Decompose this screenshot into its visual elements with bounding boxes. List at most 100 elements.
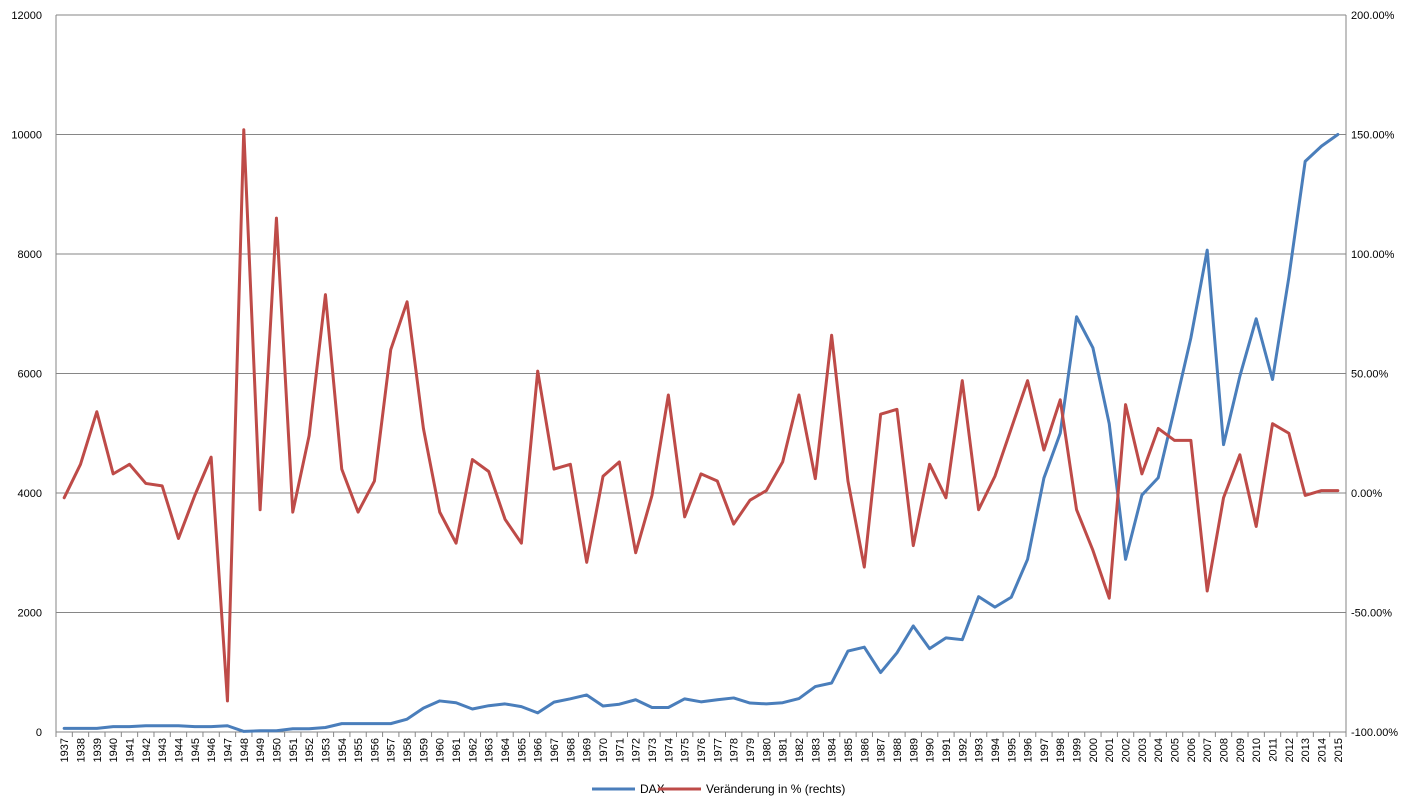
data-point-dax [846, 650, 849, 653]
data-point-dax [275, 729, 278, 732]
data-point-dax [504, 702, 507, 705]
x-tick-label: 2008 [1219, 738, 1231, 762]
x-tick-label: 2014 [1317, 738, 1329, 762]
data-point-dax [291, 727, 294, 730]
x-tick-label: 1984 [827, 738, 839, 762]
x-tick-label: 1975 [680, 738, 692, 762]
x-tick-label: 1994 [990, 738, 1002, 762]
data-point-change [422, 427, 425, 430]
data-point-change [275, 217, 278, 220]
y-tick-label: 8000 [18, 249, 42, 261]
x-tick-label: 1961 [451, 738, 463, 762]
data-point-change [1271, 422, 1274, 425]
data-point-dax [161, 724, 164, 727]
x-tick-label: 1972 [631, 738, 643, 762]
data-point-change [210, 456, 213, 459]
data-point-dax [1173, 407, 1176, 410]
x-tick-label: 2010 [1251, 738, 1263, 762]
legend: DAX Veränderung in % (rechts) [592, 782, 845, 796]
data-point-change [618, 460, 621, 463]
data-point-dax [406, 718, 409, 721]
data-point-dax [1059, 432, 1062, 435]
data-point-change [732, 523, 735, 526]
x-tick-label: 1987 [876, 738, 888, 762]
x-tick-label: 2003 [1137, 738, 1149, 762]
x-tick-label: 1965 [516, 738, 528, 762]
data-point-dax [765, 702, 768, 705]
x-tick-label: 1939 [92, 738, 104, 762]
data-point-dax [553, 701, 556, 704]
data-point-dax [602, 705, 605, 708]
data-point-dax [928, 647, 931, 650]
x-tick-label: 2004 [1153, 738, 1165, 762]
x-tick-label: 1982 [794, 738, 806, 762]
x-tick-label: 1992 [957, 738, 969, 762]
x-tick-label: 1996 [1023, 738, 1035, 762]
data-point-dax [324, 726, 327, 729]
y2-tick-label: -100.00% [1351, 727, 1398, 739]
data-point-dax [438, 699, 441, 702]
data-point-change [536, 370, 539, 373]
x-tick-label: 1991 [941, 738, 953, 762]
x-tick-label: 1993 [974, 738, 986, 762]
data-point-dax [144, 724, 147, 727]
data-point-dax [1206, 249, 1209, 252]
data-point-dax [226, 724, 229, 727]
data-point-change [1336, 489, 1339, 492]
data-point-dax [781, 701, 784, 704]
x-tick-label: 2015 [1333, 738, 1345, 762]
data-point-dax [259, 729, 262, 732]
x-tick-label: 1979 [745, 738, 757, 762]
x-tick-label: 1944 [173, 738, 185, 762]
x-tick-label: 1995 [1006, 738, 1018, 762]
x-tick-label: 1952 [304, 738, 316, 762]
data-point-change [912, 544, 915, 547]
x-tick-label: 1956 [369, 738, 381, 762]
x-tick-label: 1945 [190, 738, 202, 762]
data-point-dax [732, 696, 735, 699]
x-tick-label: 1985 [843, 738, 855, 762]
x-tick-label: 2013 [1300, 738, 1312, 762]
data-point-dax [700, 700, 703, 703]
data-point-dax [210, 725, 213, 728]
data-point-change [569, 463, 572, 466]
y-tick-label: 4000 [18, 488, 42, 500]
data-point-change [1287, 432, 1290, 435]
data-point-dax [1304, 160, 1307, 163]
data-point-change [1157, 427, 1160, 430]
data-point-change [128, 463, 131, 466]
data-point-change [651, 494, 654, 497]
data-point-change [602, 475, 605, 478]
x-tick-label: 1998 [1055, 738, 1067, 762]
data-point-dax [1255, 317, 1258, 320]
data-point-change [324, 293, 327, 296]
x-tick-label: 1963 [484, 738, 496, 762]
y2-tick-label: 100.00% [1351, 249, 1395, 261]
data-point-change [765, 489, 768, 492]
data-point-dax [944, 636, 947, 639]
x-tick-label: 1940 [108, 738, 120, 762]
data-point-dax [389, 722, 392, 725]
data-point-change [308, 434, 311, 437]
data-point-change [634, 551, 637, 554]
data-point-dax [1091, 346, 1094, 349]
data-point-change [1255, 525, 1258, 528]
data-point-dax [830, 682, 833, 685]
data-point-change [1320, 489, 1323, 492]
x-tick-label: 1946 [206, 738, 218, 762]
data-point-dax [357, 722, 360, 725]
x-tick-label: 2002 [1121, 738, 1133, 762]
data-point-dax [569, 697, 572, 700]
data-point-dax [651, 706, 654, 709]
series-line-dax [62, 133, 1340, 733]
x-tick-label: 1942 [141, 738, 153, 762]
data-point-dax [1222, 443, 1225, 446]
data-point-dax [422, 707, 425, 710]
data-point-change [79, 463, 82, 466]
x-tick-label: 1977 [712, 738, 724, 762]
data-point-change [683, 515, 686, 518]
data-point-change [895, 408, 898, 411]
x-tick-label: 1988 [892, 738, 904, 762]
data-point-change [814, 477, 817, 480]
